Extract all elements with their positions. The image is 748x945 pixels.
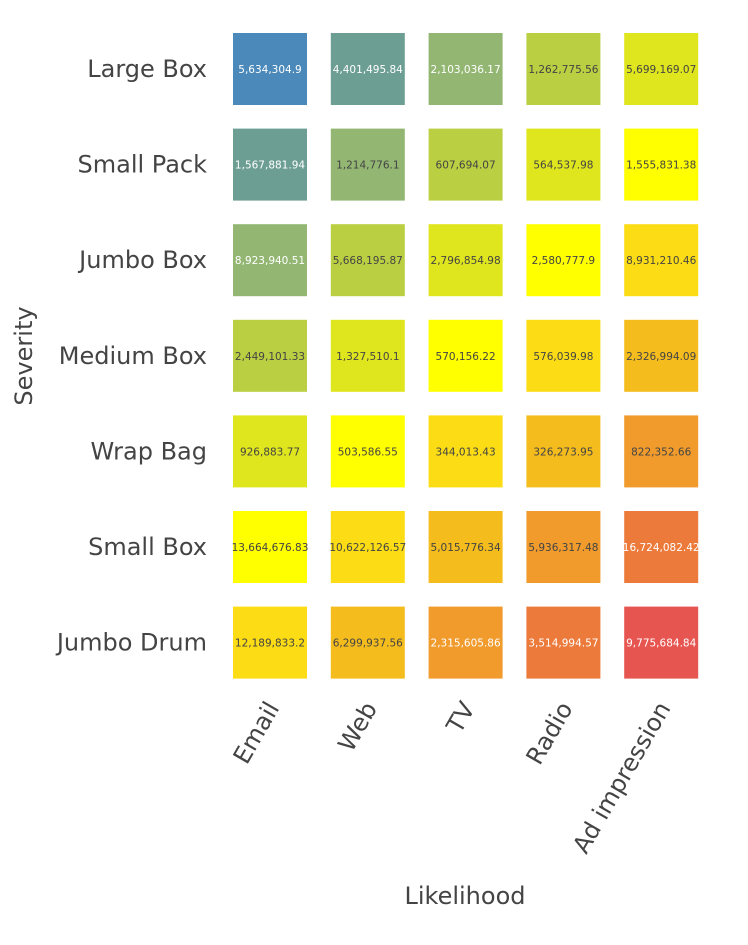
x-tick-ad-impression: Ad impression [567,697,676,858]
y-tick-small-box: Small Box [88,533,207,561]
heatmap-cell-jumbo-box-email [233,224,307,297]
heatmap-cell-small-box-tv [428,511,503,583]
y-tick-wrap-bag: Wrap Bag [91,437,208,465]
y-tick-jumbo-drum: Jumbo Drum [55,629,207,657]
heatmap-cell-jumbo-drum-radio [526,606,601,679]
heatmap-cell-small-pack-email [233,128,307,201]
heatmap-cell-wrap-bag-tv [428,415,503,488]
x-tick-radio: Radio [521,697,579,769]
heatmap-cell-small-box-email [233,511,307,583]
x-tick-email: Email [228,697,286,769]
cell-value-label: 564,537.98 [533,160,593,172]
heatmap-cell-medium-box-web [330,319,405,392]
cell-value-label: 5,634,304.9 [238,64,301,76]
heatmap-cell-jumbo-box-ad-impression [624,224,699,297]
cell-value-label: 2,580,777.9 [532,255,595,267]
heatmap-cell-large-box-email [233,33,307,105]
heatmap-cell-jumbo-drum-tv [428,606,503,679]
cell-value-label: 16,724,082.42 [623,542,700,554]
y-tick-large-box: Large Box [87,55,207,83]
cell-value-label: 344,013.43 [436,446,496,458]
cell-labels-layer: 5,634,304.9 4,401,495.84 2,103,036.17 1,262… [232,64,700,650]
cell-value-label: 8,931,210.46 [626,255,696,267]
heatmap-cell-jumbo-box-radio [526,224,601,297]
heatmap-cell-medium-box-radio [526,319,601,392]
cell-value-label: 1,214,776.1 [336,160,399,172]
heatmap-cell-jumbo-box-tv [428,224,503,297]
cell-value-label: 4,401,495.84 [333,64,403,76]
heatmap-cell-small-box-radio [526,511,601,583]
y-tick-jumbo-box: Jumbo Box [77,246,207,274]
heatmap-cell-wrap-bag-radio [526,415,601,488]
cell-value-label: 326,273.95 [533,446,593,458]
heatmap-cell-small-pack-web [330,128,405,201]
heatmap-cell-jumbo-box-web [330,224,405,297]
heatmap-cell-jumbo-drum-web [330,606,405,679]
cell-value-label: 1,262,775.56 [528,64,598,76]
cell-value-label: 2,326,994.09 [626,351,696,363]
cell-value-label: 1,567,881.94 [235,160,305,172]
heatmap-cell-large-box-web [330,33,405,105]
cell-value-label: 9,775,684.84 [626,638,696,650]
heatmap-cell-small-pack-ad-impression [624,128,699,201]
cell-value-label: 926,883.77 [240,446,300,458]
heatmap-cell-medium-box-email [233,319,307,392]
cell-value-label: 2,796,854.98 [431,255,501,267]
heatmap-cell-jumbo-drum-ad-impression [624,606,699,679]
heatmap-cell-medium-box-tv [428,319,503,392]
y-tick-small-pack: Small Pack [78,151,208,179]
cell-value-label: 5,699,169.07 [626,64,696,76]
cells-layer [233,33,699,679]
cell-value-label: 2,103,036.17 [431,64,501,76]
cell-value-label: 10,622,126.57 [329,542,406,554]
heatmap-cell-wrap-bag-email [233,415,307,488]
cell-value-label: 5,668,195.87 [333,255,403,267]
y-axis-title: Severity [10,306,38,405]
heatmap-cell-small-box-web [330,511,405,583]
heatmap-cell-large-box-radio [526,33,601,105]
cell-value-label: 1,555,831.38 [626,160,696,172]
cell-value-label: 2,315,605.86 [431,638,501,650]
cell-value-label: 5,936,317.48 [528,542,598,554]
x-tick-web: Web [333,697,383,756]
x-tick-tv: TV [441,696,482,738]
heatmap-cell-small-pack-radio [526,128,601,201]
heatmap-cell-wrap-bag-ad-impression [624,415,699,488]
heatmap-cell-small-box-ad-impression [624,511,699,583]
cell-value-label: 576,039.98 [533,351,593,363]
cell-value-label: 6,299,937.56 [333,638,403,650]
heatmap-cell-large-box-tv [428,33,503,105]
cell-value-label: 1,327,510.1 [336,351,399,363]
y-tick-medium-box: Medium Box [59,342,207,370]
x-axis-title: Likelihood [405,882,526,910]
heatmap-cell-small-pack-tv [428,128,503,201]
y-axis-ticks: Large Box Small Pack Jumbo Box Medium Box Wr… [55,55,207,657]
heatmap-cell-jumbo-drum-email [233,606,307,679]
heatmap-cell-large-box-ad-impression [624,33,699,105]
cell-value-label: 12,189,833.2 [235,638,305,650]
cell-value-label: 822,352.66 [631,446,691,458]
cell-value-label: 570,156.22 [436,351,496,363]
cell-value-label: 3,514,994.57 [528,638,598,650]
heatmap-cell-medium-box-ad-impression [624,319,699,392]
cell-value-label: 503,586.55 [338,446,398,458]
cell-value-label: 2,449,101.33 [235,351,305,363]
cell-value-label: 607,694.07 [436,160,496,172]
cell-value-label: 13,664,676.83 [232,542,309,554]
cell-value-label: 8,923,940.51 [235,255,305,267]
heatmap-cell-wrap-bag-web [330,415,405,488]
cell-value-label: 5,015,776.34 [431,542,501,554]
